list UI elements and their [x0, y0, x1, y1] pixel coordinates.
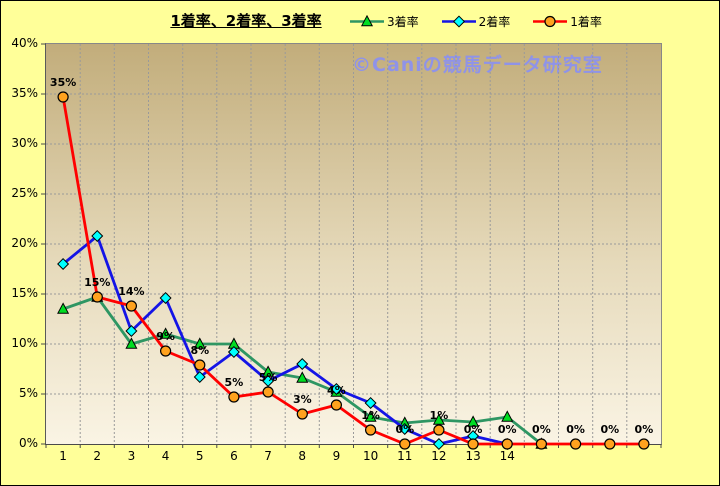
data-label: 1%	[430, 409, 449, 422]
y-tick-label: 15%	[11, 286, 38, 300]
x-tick-label: 14	[499, 449, 515, 463]
legend-label: 2着率	[478, 15, 511, 29]
x-tick-label: 9	[332, 449, 341, 463]
circle-marker	[125, 300, 138, 312]
legend-circle-icon	[533, 15, 568, 28]
circle-marker	[638, 438, 650, 450]
circle-marker	[296, 408, 308, 420]
diamond-marker	[159, 291, 172, 305]
circle-marker	[467, 438, 479, 450]
legend-diamond-icon	[441, 15, 476, 28]
legend-label: 3着率	[387, 15, 419, 29]
x-tick-label: 12	[431, 449, 447, 463]
circle-marker	[194, 359, 206, 371]
y-tick-label: 10%	[11, 336, 38, 350]
diamond-marker	[91, 229, 104, 243]
y-tick-label: 5%	[18, 386, 38, 400]
triangle-marker	[467, 415, 480, 427]
triangle-marker	[296, 371, 309, 383]
x-tick-label: 2	[93, 449, 102, 463]
diamond-marker	[57, 257, 70, 271]
circle-marker	[604, 438, 616, 450]
legend: 3着率 2着率 1着率	[349, 13, 602, 30]
x-tick-label: 10	[362, 449, 379, 463]
data-label: 9%	[156, 330, 175, 343]
data-label: 3%	[293, 393, 312, 406]
triangle-marker	[57, 302, 70, 314]
data-label: 5%	[225, 376, 244, 389]
y-tick-label: 0%	[18, 436, 38, 450]
data-label: 1%	[361, 409, 380, 422]
data-label: 0%	[635, 423, 654, 436]
diamond-marker	[364, 396, 377, 410]
watermark: ©Caniの競馬データ研究室	[352, 54, 603, 76]
circle-marker	[433, 424, 445, 436]
circle-marker	[159, 345, 172, 357]
diamond-marker	[432, 437, 445, 451]
data-label: 14%	[118, 285, 144, 298]
circle-marker	[544, 15, 556, 28]
data-label: 0%	[498, 423, 517, 436]
data-label: 35%	[50, 76, 76, 89]
circle-marker	[262, 386, 274, 398]
data-label: 0%	[566, 423, 585, 436]
plot-canvas: 35% 15% 14% 9% 8% 5% 5% 3% 4% 1% 0% 1% 0% 0% 0% 0% 0% 0%	[41, 43, 662, 451]
series-2-line: 35% 15% 14% 9% 8% 5% 5% 3% 4% 1% 0% 1% 0% 0% 0% 0% 0% 0%	[50, 76, 654, 450]
circle-marker	[228, 391, 240, 403]
x-tick-label: 5	[195, 449, 204, 463]
circle-marker	[569, 438, 582, 450]
circle-marker	[57, 91, 69, 103]
y-tick-label: 30%	[11, 136, 38, 150]
diamond-marker	[330, 382, 343, 396]
circle-marker	[91, 291, 103, 303]
y-tick-label: 40%	[11, 36, 38, 50]
data-label: 5%	[259, 371, 278, 384]
diamond-marker	[227, 345, 240, 359]
diamond-marker	[452, 15, 465, 28]
circle-marker	[535, 438, 547, 450]
y-tick-label: 25%	[11, 186, 38, 200]
legend-triangle-icon	[350, 15, 384, 27]
triangle-marker	[360, 15, 374, 27]
triangle-marker	[125, 337, 138, 349]
data-label: 0%	[600, 423, 619, 436]
diamond-marker	[398, 422, 411, 436]
data-label: 15%	[84, 276, 110, 289]
circle-marker	[365, 424, 377, 436]
diamond-marker	[262, 374, 275, 388]
x-tick-label: 13	[465, 449, 481, 463]
circle-marker	[501, 438, 513, 450]
data-label: 0%	[464, 423, 483, 436]
circle-marker	[330, 399, 342, 411]
triangle-marker	[193, 337, 206, 349]
legend-label: 1着率	[570, 15, 602, 29]
data-label: 8%	[190, 344, 209, 357]
data-label: 4%	[327, 384, 346, 397]
legend-item-2: 1着率	[532, 13, 602, 30]
diamond-marker	[125, 324, 138, 338]
legend-item-0: 3着率	[349, 13, 419, 30]
triangle-marker	[364, 410, 377, 422]
y-tick-label: 20%	[11, 236, 38, 250]
data-label: 0%	[395, 423, 414, 436]
triangle-marker	[501, 410, 514, 422]
x-tick-label: 8	[298, 449, 307, 463]
x-tick-label: 6	[230, 449, 238, 463]
circle-marker	[399, 438, 411, 450]
x-tick-label: 3	[127, 449, 136, 463]
diamond-marker	[193, 370, 206, 384]
x-tick-label: 11	[397, 449, 413, 463]
triangle-marker	[432, 413, 445, 425]
diamond-marker	[296, 357, 309, 371]
triangle-marker	[159, 327, 172, 339]
x-tick-label: 7	[264, 449, 272, 463]
y-tick-label: 35%	[11, 86, 38, 100]
legend-item-1: 2着率	[441, 13, 511, 30]
x-tick-label: 4	[161, 449, 170, 463]
series-1-line	[57, 229, 514, 451]
data-label: 0%	[532, 423, 551, 436]
chart-title: 1着率、2着率、3着率	[170, 12, 322, 30]
x-tick-label: 1	[59, 449, 67, 463]
